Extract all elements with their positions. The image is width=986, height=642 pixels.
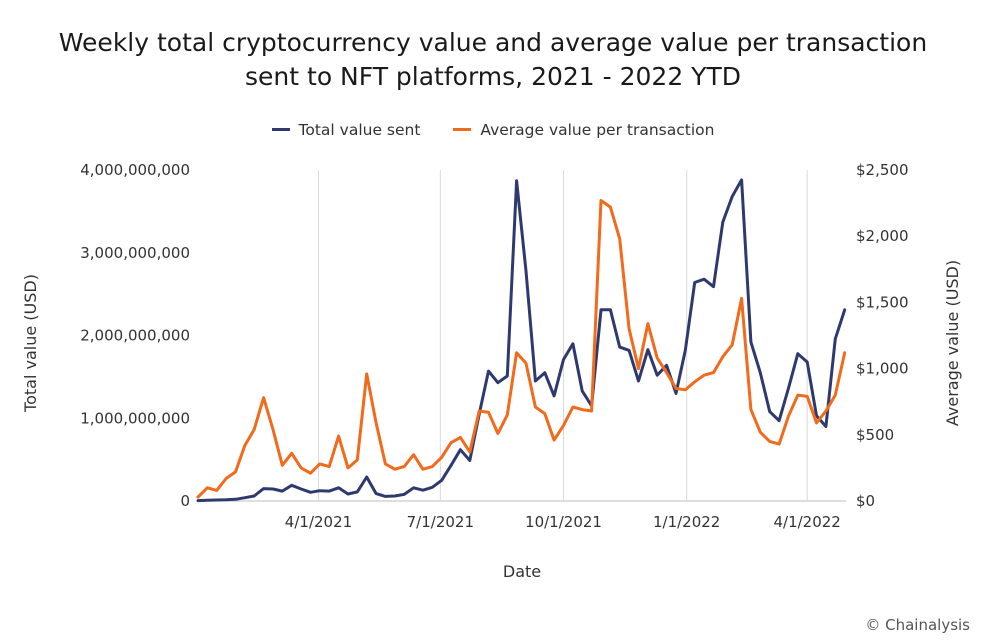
legend-item-average: Average value per transaction xyxy=(453,121,714,139)
right-axis-ticks: $0 $500 $1,000 $1,500 $2,000 $2,500 xyxy=(856,161,909,510)
chart-title: Weekly total cryptocurrency value and av… xyxy=(0,26,986,94)
grid-lines xyxy=(198,170,846,502)
legend: Total value sent Average value per trans… xyxy=(0,117,986,139)
left-axis-ticks: 0 1,000,000,000 2,000,000,000 3,000,000,000… xyxy=(80,161,190,510)
credit-text: © Chainalysis xyxy=(865,616,970,634)
x-tick-label: 1/1/2022 xyxy=(653,513,720,531)
right-tick-label: $2,500 xyxy=(856,161,909,179)
x-tick-label: 4/1/2022 xyxy=(773,513,840,531)
right-tick-label: $1,000 xyxy=(856,360,909,378)
left-tick-label: 1,000,000,000 xyxy=(80,409,190,427)
legend-item-total: Total value sent xyxy=(271,120,421,139)
chart-title-line-1: Weekly total cryptocurrency value and av… xyxy=(58,28,928,57)
right-tick-label: $2,000 xyxy=(856,227,909,245)
x-tick-label: 7/1/2021 xyxy=(407,513,474,531)
legend-swatch-total xyxy=(271,128,290,131)
x-axis-ticks: 4/1/2021 7/1/2021 10/1/2021 1/1/2022 4/1/202… xyxy=(285,513,841,531)
legend-label-average: Average value per transaction xyxy=(480,120,715,139)
left-tick-label: 0 xyxy=(180,492,190,510)
left-tick-label: 2,000,000,000 xyxy=(80,327,190,345)
legend-label-total: Total value sent xyxy=(298,120,421,139)
x-axis-label: Date xyxy=(503,562,541,581)
series-line-average-value xyxy=(196,199,847,499)
right-tick-label: $0 xyxy=(856,492,875,510)
left-tick-label: 3,000,000,000 xyxy=(80,244,190,262)
x-tick-label: 10/1/2021 xyxy=(525,513,602,531)
right-tick-label: $500 xyxy=(856,426,894,444)
y-axis-label-right: Average value (USD) xyxy=(943,260,962,426)
legend-swatch-average xyxy=(453,128,472,131)
chart-title-line-2: sent to NFT platforms, 2021 - 2022 YTD xyxy=(245,62,741,91)
right-tick-label: $1,500 xyxy=(856,293,909,311)
x-tick-label: 4/1/2021 xyxy=(285,513,352,531)
series-lines xyxy=(196,178,847,503)
series-line-total-value xyxy=(196,178,847,503)
left-tick-label: 4,000,000,000 xyxy=(80,161,190,179)
y-axis-label-left: Total value (USD) xyxy=(21,274,40,413)
